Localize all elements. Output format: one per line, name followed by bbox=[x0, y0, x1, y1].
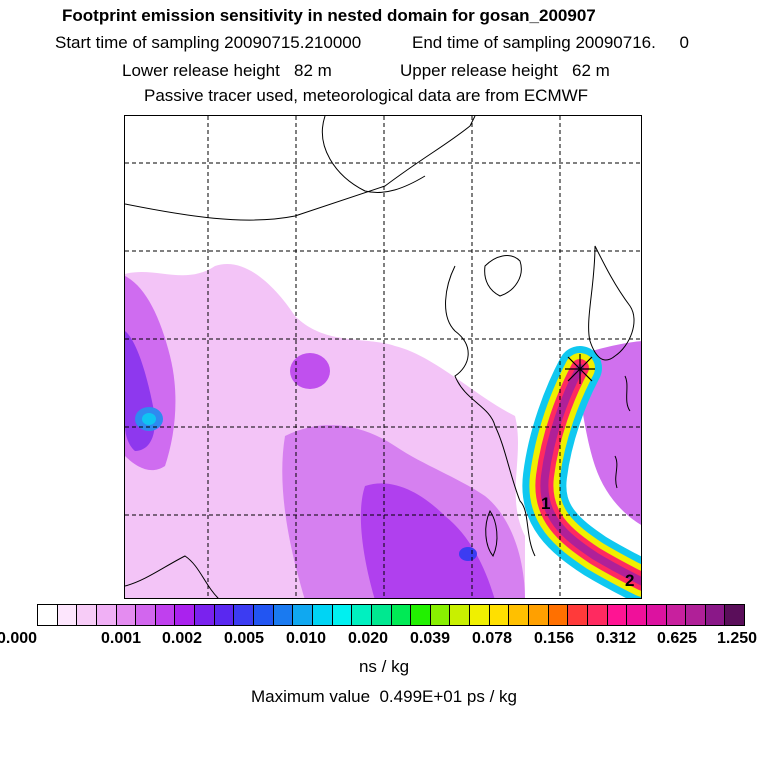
colorbar-cell bbox=[548, 605, 569, 625]
colorbar-cell bbox=[568, 605, 588, 625]
colorbar-units: ns / kg bbox=[358, 657, 410, 676]
colorbar-tick: 0.010 bbox=[285, 630, 327, 647]
colorbar-cell bbox=[96, 605, 117, 625]
colorbar-cell bbox=[254, 605, 274, 625]
colorbar-cell bbox=[234, 605, 255, 625]
colorbar-cell bbox=[38, 605, 58, 625]
coastline-korea bbox=[588, 245, 635, 361]
border-line bbox=[321, 116, 426, 194]
colorbar-cell bbox=[509, 605, 530, 625]
coastline-taiwan bbox=[485, 510, 498, 557]
colorbar-cell bbox=[312, 605, 333, 625]
colorbar-cell bbox=[57, 605, 78, 625]
colorbar-cell bbox=[666, 605, 687, 625]
colorbar-cell bbox=[725, 605, 745, 625]
field-south-hotspot bbox=[459, 547, 477, 561]
colorbar-cell bbox=[489, 605, 510, 625]
colorbar-cell bbox=[529, 605, 549, 625]
marker-label-2: 2 bbox=[625, 571, 634, 590]
colorbar-tick: 0.039 bbox=[409, 630, 451, 647]
grid-lines bbox=[125, 116, 641, 598]
upper-height-label: Upper release height 62 m bbox=[400, 61, 610, 80]
colorbar-cell bbox=[391, 605, 412, 625]
colorbar-cell bbox=[352, 605, 372, 625]
colorbar-cell bbox=[411, 605, 431, 625]
colorbar-cell bbox=[273, 605, 294, 625]
colorbar-cell bbox=[450, 605, 471, 625]
colorbar-tick: 1.250 bbox=[716, 630, 758, 647]
colorbar-tick: 0.001 bbox=[100, 630, 142, 647]
colorbar-tick: 0.156 bbox=[533, 630, 575, 647]
colorbar-cell bbox=[175, 605, 196, 625]
colorbar bbox=[37, 604, 745, 626]
colorbar-cell bbox=[470, 605, 490, 625]
colorbar-cell bbox=[627, 605, 647, 625]
colorbar-tick: 0.005 bbox=[223, 630, 265, 647]
colorbar-cell bbox=[646, 605, 667, 625]
colorbar-tick: 0.625 bbox=[656, 630, 698, 647]
colorbar-cell bbox=[332, 605, 353, 625]
tracer-info-label: Passive tracer used, meteorological data… bbox=[144, 86, 589, 105]
colorbar-tick: 0.000 bbox=[0, 630, 38, 647]
colorbar-tick: 0.002 bbox=[161, 630, 203, 647]
colorbar-cell bbox=[116, 605, 137, 625]
colorbar-tick: 0.020 bbox=[347, 630, 389, 647]
colorbar-cell bbox=[293, 605, 313, 625]
lower-height-label: Lower release height 82 m bbox=[122, 61, 332, 80]
coastline-peninsula bbox=[484, 255, 522, 297]
colorbar-cell bbox=[371, 605, 392, 625]
field-south-core bbox=[360, 483, 495, 598]
footprint-map: 1 2 bbox=[124, 115, 642, 599]
maximum-value-label: Maximum value 0.499E+01 ps / kg bbox=[251, 687, 517, 706]
colorbar-cell bbox=[77, 605, 97, 625]
colorbar-cell bbox=[587, 605, 608, 625]
end-time-label: End time of sampling 20090716. 0 bbox=[412, 33, 689, 52]
colorbar-cell bbox=[136, 605, 156, 625]
coastline-china-east bbox=[445, 265, 536, 557]
colorbar-tick: 0.078 bbox=[471, 630, 513, 647]
coastline-island-chain bbox=[614, 375, 631, 489]
map-canvas: 1 2 bbox=[125, 116, 641, 598]
colorbar-cell bbox=[430, 605, 451, 625]
field-central-blob bbox=[290, 353, 330, 389]
marker-label-1: 1 bbox=[541, 494, 550, 513]
star-marker-icon bbox=[565, 354, 595, 384]
colorbar-cell bbox=[155, 605, 176, 625]
start-time-label: Start time of sampling 20090715.210000 bbox=[55, 33, 362, 52]
colorbar-cell bbox=[195, 605, 215, 625]
plot-title: Footprint emission sensitivity in nested… bbox=[62, 6, 596, 25]
coastlines bbox=[125, 116, 635, 598]
field-west-hotspot-core bbox=[142, 413, 156, 425]
coastline-north bbox=[125, 116, 476, 221]
colorbar-tick: 0.312 bbox=[595, 630, 637, 647]
colorbar-cell bbox=[214, 605, 235, 625]
colorbar-cell bbox=[607, 605, 628, 625]
colorbar-cell bbox=[686, 605, 706, 625]
colorbar-cell bbox=[705, 605, 726, 625]
